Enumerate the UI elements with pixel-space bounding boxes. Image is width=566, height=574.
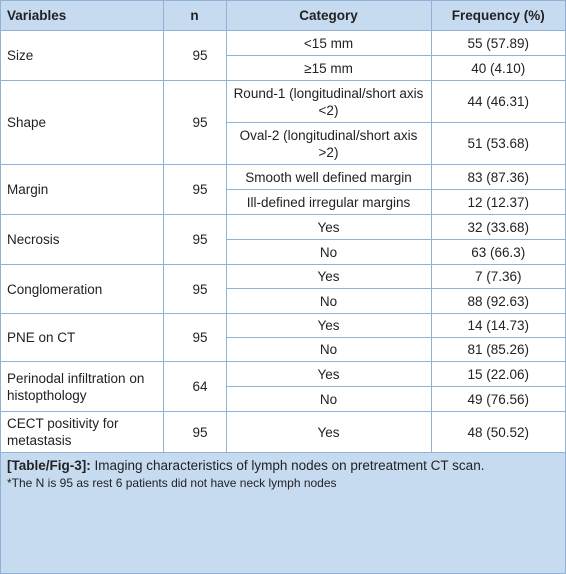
header-cell: n — [162, 1, 227, 31]
category-cell: No — [225, 337, 432, 362]
frequency-cell: 48 (50.52) — [430, 411, 565, 453]
category-cell: No — [225, 239, 432, 265]
frequency-cell: 7 (7.36) — [430, 264, 565, 289]
category-cell: No — [225, 288, 432, 314]
category-cell: Yes — [225, 313, 432, 338]
category-cell: Yes — [225, 214, 432, 240]
frequency-cell: 63 (66.3) — [430, 239, 565, 265]
category-cell: Yes — [225, 264, 432, 289]
variable-cell: Perinodal infiltration on histopthology — [1, 361, 164, 412]
frequency-cell: 15 (22.06) — [430, 361, 565, 387]
variable-cell: Margin — [1, 164, 164, 215]
n-cell: 95 — [162, 264, 227, 314]
header-cell: Category — [225, 1, 432, 31]
frequency-cell: 49 (76.56) — [430, 386, 565, 412]
table-row: Necrosis 95 Yes 32 (33.68) — [1, 214, 565, 265]
n-cell: 95 — [162, 214, 227, 265]
category-cell: ≥15 mm — [225, 55, 432, 81]
caption-note: *The N is 95 as rest 6 patients did not … — [7, 476, 337, 490]
n-cell: 95 — [162, 411, 227, 453]
frequency-cell: 88 (92.63) — [430, 288, 565, 314]
caption: [Table/Fig-3]: Imaging characteristics o… — [1, 453, 565, 573]
category-cell: <15 mm — [225, 30, 432, 56]
table-row: Conglomeration 95 Yes 7 (7.36) — [1, 264, 565, 314]
variable-cell: CECT positivity for metastasis — [1, 411, 164, 453]
category-cell: Yes — [225, 411, 432, 453]
header-cell: Frequency (%) — [430, 1, 565, 31]
table: Variables n Category Frequency (%) Size 9… — [1, 1, 565, 453]
table-row: PNE on CT 95 Yes 14 (14.73) — [1, 313, 565, 362]
frequency-cell: 32 (33.68) — [430, 214, 565, 240]
frequency-cell: 51 (53.68) — [430, 122, 565, 165]
variable-cell: Size — [1, 30, 164, 81]
frequency-cell: 44 (46.31) — [430, 80, 565, 123]
variable-cell: PNE on CT — [1, 313, 164, 362]
n-cell: 95 — [162, 80, 227, 165]
frequency-cell: 40 (4.10) — [430, 55, 565, 81]
category-cell: Yes — [225, 361, 432, 387]
table-row: No 81 (85.26) — [1, 337, 565, 362]
table-row: Size 95 <15 mm 55 (57.89) — [1, 30, 565, 81]
frequency-cell: 12 (12.37) — [430, 189, 565, 215]
variable-cell: Conglomeration — [1, 264, 164, 314]
category-cell: Round-1 (longitudinal/short axis <2) — [225, 80, 432, 123]
n-cell: 95 — [162, 30, 227, 81]
n-cell: 95 — [162, 313, 227, 362]
category-cell: Ill-defined irregular margins — [225, 189, 432, 215]
table-row: Perinodal infiltration on histopthology 6… — [1, 361, 565, 412]
variable-cell: Shape — [1, 80, 164, 165]
category-cell: Smooth well defined margin — [225, 164, 432, 190]
caption-label: [Table/Fig-3]: — [7, 458, 91, 473]
frequency-cell: 81 (85.26) — [430, 337, 565, 362]
header-cell: Variables — [1, 1, 164, 31]
table-row: Margin 95 Smooth well defined margin 83 (87… — [1, 164, 565, 215]
header-row: Variables n Category Frequency (%) — [1, 1, 565, 31]
table-body: Size 95 <15 mm 55 (57.89) ≥15 mm 40 (4.10) Sha… — [1, 30, 565, 453]
frequency-cell: 83 (87.36) — [430, 164, 565, 190]
category-cell: No — [225, 386, 432, 412]
caption-text: Imaging characteristics of lymph nodes o… — [94, 458, 485, 473]
frequency-cell: 55 (57.89) — [430, 30, 565, 56]
frequency-cell: 14 (14.73) — [430, 313, 565, 338]
table-row: No 88 (92.63) — [1, 288, 565, 314]
n-cell: 64 — [162, 361, 227, 412]
table-row: CECT positivity for metastasis 95 Yes 48 (5… — [1, 411, 565, 453]
n-cell: 95 — [162, 164, 227, 215]
table-row: Ill-defined irregular margins 12 (12.37) — [1, 189, 565, 215]
table-row: Shape 95 Round-1 (longitudinal/short axis … — [1, 80, 565, 165]
table-row: No 63 (66.3) — [1, 239, 565, 265]
variable-cell: Necrosis — [1, 214, 164, 265]
category-cell: Oval-2 (longitudinal/short axis >2) — [225, 122, 432, 165]
table-row: ≥15 mm 40 (4.10) — [1, 55, 565, 81]
